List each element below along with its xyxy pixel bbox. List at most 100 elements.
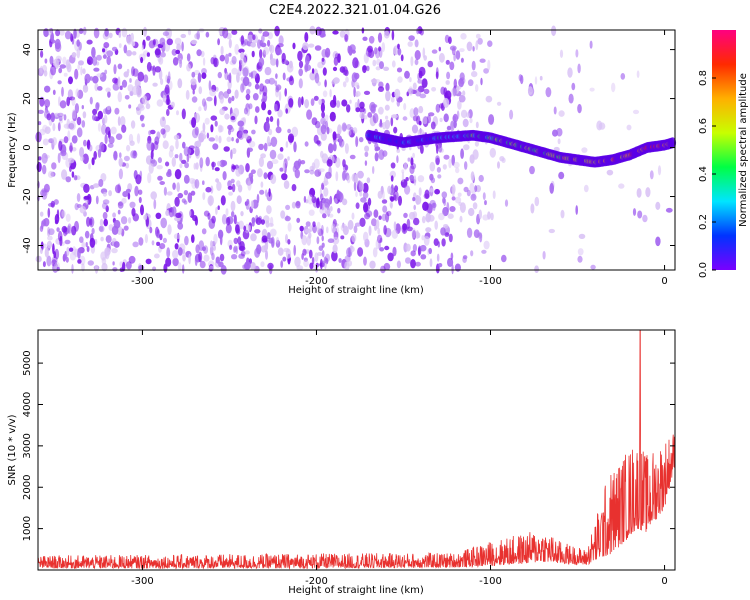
spectrogram-noise-point <box>283 180 290 190</box>
spectrogram-noise-point <box>270 174 277 185</box>
spectrogram-noise-point <box>52 137 57 146</box>
spectrogram-noise-point <box>309 169 315 175</box>
spectrogram-noise-point <box>275 73 278 79</box>
spectrogram-noise-point <box>303 257 308 262</box>
spectrogram-noise-point <box>93 150 97 160</box>
spectrogram-noise-point <box>483 240 490 250</box>
spectrogram-noise-point <box>164 84 170 95</box>
spectrogram-noise-point <box>271 240 275 248</box>
spectrogram-noise-point <box>54 38 61 50</box>
spectrogram-noise-point <box>410 56 414 67</box>
spectrogram-noise-point <box>308 232 312 239</box>
spectrogram-noise-point <box>314 72 320 84</box>
spectrogram-noise-point <box>406 218 411 229</box>
spectrogram-noise-point <box>267 262 274 270</box>
spectrogram-noise-point <box>456 110 460 120</box>
spectrogram-noise-point <box>40 50 44 58</box>
spectrogram-noise-point <box>83 183 90 193</box>
spectrogram-noise-point <box>82 111 87 119</box>
spectrogram-noise-point <box>228 52 232 57</box>
spectrogram-noise-point <box>281 52 286 63</box>
spectrogram-noise-point <box>269 149 277 160</box>
spectrogram-noise-point <box>390 162 396 169</box>
spectrogram-noise-point <box>150 149 154 160</box>
spectrogram-noise-point <box>149 226 153 234</box>
spectrogram-noise-point <box>326 126 330 135</box>
spectrogram-noise-point <box>301 253 304 260</box>
spectrogram-noise-point <box>140 56 144 64</box>
spectrogram-noise-point <box>451 196 456 201</box>
spectrogram-noise-point <box>97 86 103 91</box>
spectrogram-noise-point <box>320 102 325 113</box>
spectrogram-noise-point <box>238 131 244 140</box>
spectrogram-noise-point <box>146 140 153 151</box>
spectrogram-noise-point <box>111 225 119 235</box>
spectrogram-noise-point <box>46 240 53 249</box>
spectrogram-noise-point <box>396 148 401 153</box>
spectrogram-noise-point <box>152 82 158 87</box>
spectrogram-noise-point <box>235 138 240 144</box>
spectrogram-noise-point <box>163 186 167 196</box>
spectrogram-noise-point <box>403 212 408 218</box>
spectrogram-noise-point <box>138 264 145 271</box>
spectrogram-noise-point <box>142 95 148 105</box>
spectrogram-noise-point <box>39 96 45 107</box>
spectrogram-noise-point <box>649 170 654 180</box>
spectrogram-noise-point <box>556 127 563 137</box>
spectrogram-noise-point <box>219 54 225 62</box>
spectrogram-noise-point <box>347 129 352 136</box>
spectrogram-noise-point <box>412 82 417 90</box>
spectrogram-noise-point <box>114 184 122 194</box>
spectrogram-noise-point <box>231 95 235 102</box>
spectrogram-noise-point <box>360 197 367 203</box>
spectrogram-noise-point <box>321 57 325 62</box>
spectrogram-noise-point <box>258 28 263 34</box>
spectrogram-noise-point <box>250 200 254 210</box>
spectrogram-noise-point <box>420 144 424 154</box>
spectrogram-noise-point <box>428 214 435 222</box>
spectrogram-noise-point <box>329 111 336 122</box>
spectrogram-noise-point <box>105 205 109 213</box>
spectrogram-noise-point <box>159 37 166 46</box>
spectrogram-noise-point <box>545 87 552 98</box>
spectrogram-frame <box>37 29 676 271</box>
spectrogram-noise-point <box>353 180 357 192</box>
spectrogram-noise-point <box>548 228 555 234</box>
spectrogram-noise-point <box>392 246 397 257</box>
spectrogram-noise-point <box>309 187 316 198</box>
spectrogram-noise-point <box>215 178 220 183</box>
spectrogram-noise-point <box>94 264 99 274</box>
spectrogram-noise-point <box>166 247 171 258</box>
spectrogram-noise-point <box>413 217 420 226</box>
spectrogram-noise-point <box>51 259 57 267</box>
spectrogram-noise-point <box>76 48 81 59</box>
spectrogram-noise-point <box>42 138 49 146</box>
spectrogram-noise-point <box>359 111 366 120</box>
spectrogram-noise-point <box>206 132 210 139</box>
spectrogram-noise-point <box>172 57 179 66</box>
spectrogram-noise-point <box>336 100 341 108</box>
spectrogram-noise-point <box>213 95 217 107</box>
spectrogram-noise-point <box>228 126 235 133</box>
spectrogram-noise-point <box>429 161 436 172</box>
spectrogram-noise-point <box>322 213 327 219</box>
spectrogram-noise-point <box>104 249 108 259</box>
spectrogram-noise-point <box>131 41 136 47</box>
spectrogram-noise-point <box>382 190 385 201</box>
spectrogram-noise-point <box>265 250 268 260</box>
spectrogram-noise-point <box>246 88 251 95</box>
spectrogram-noise-point <box>182 264 185 274</box>
spectrogram-noise-point <box>324 114 329 123</box>
spectrogram-noise-point <box>148 163 154 174</box>
spectrogram-noise-point <box>438 52 445 63</box>
spectrogram-noise-point <box>250 71 254 79</box>
spectrogram-noise-point <box>446 202 450 213</box>
spectrogram-noise-point <box>67 89 73 99</box>
spectrogram-noise-point <box>665 207 673 213</box>
spectrogram-noise-point <box>407 88 414 95</box>
spectrogram-noise-point <box>250 42 256 48</box>
spectrogram-noise-point <box>287 133 295 143</box>
spectrogram-noise-point <box>358 106 365 113</box>
spectrogram-noise-point <box>79 147 85 158</box>
spectrogram-noise-point <box>35 131 42 143</box>
